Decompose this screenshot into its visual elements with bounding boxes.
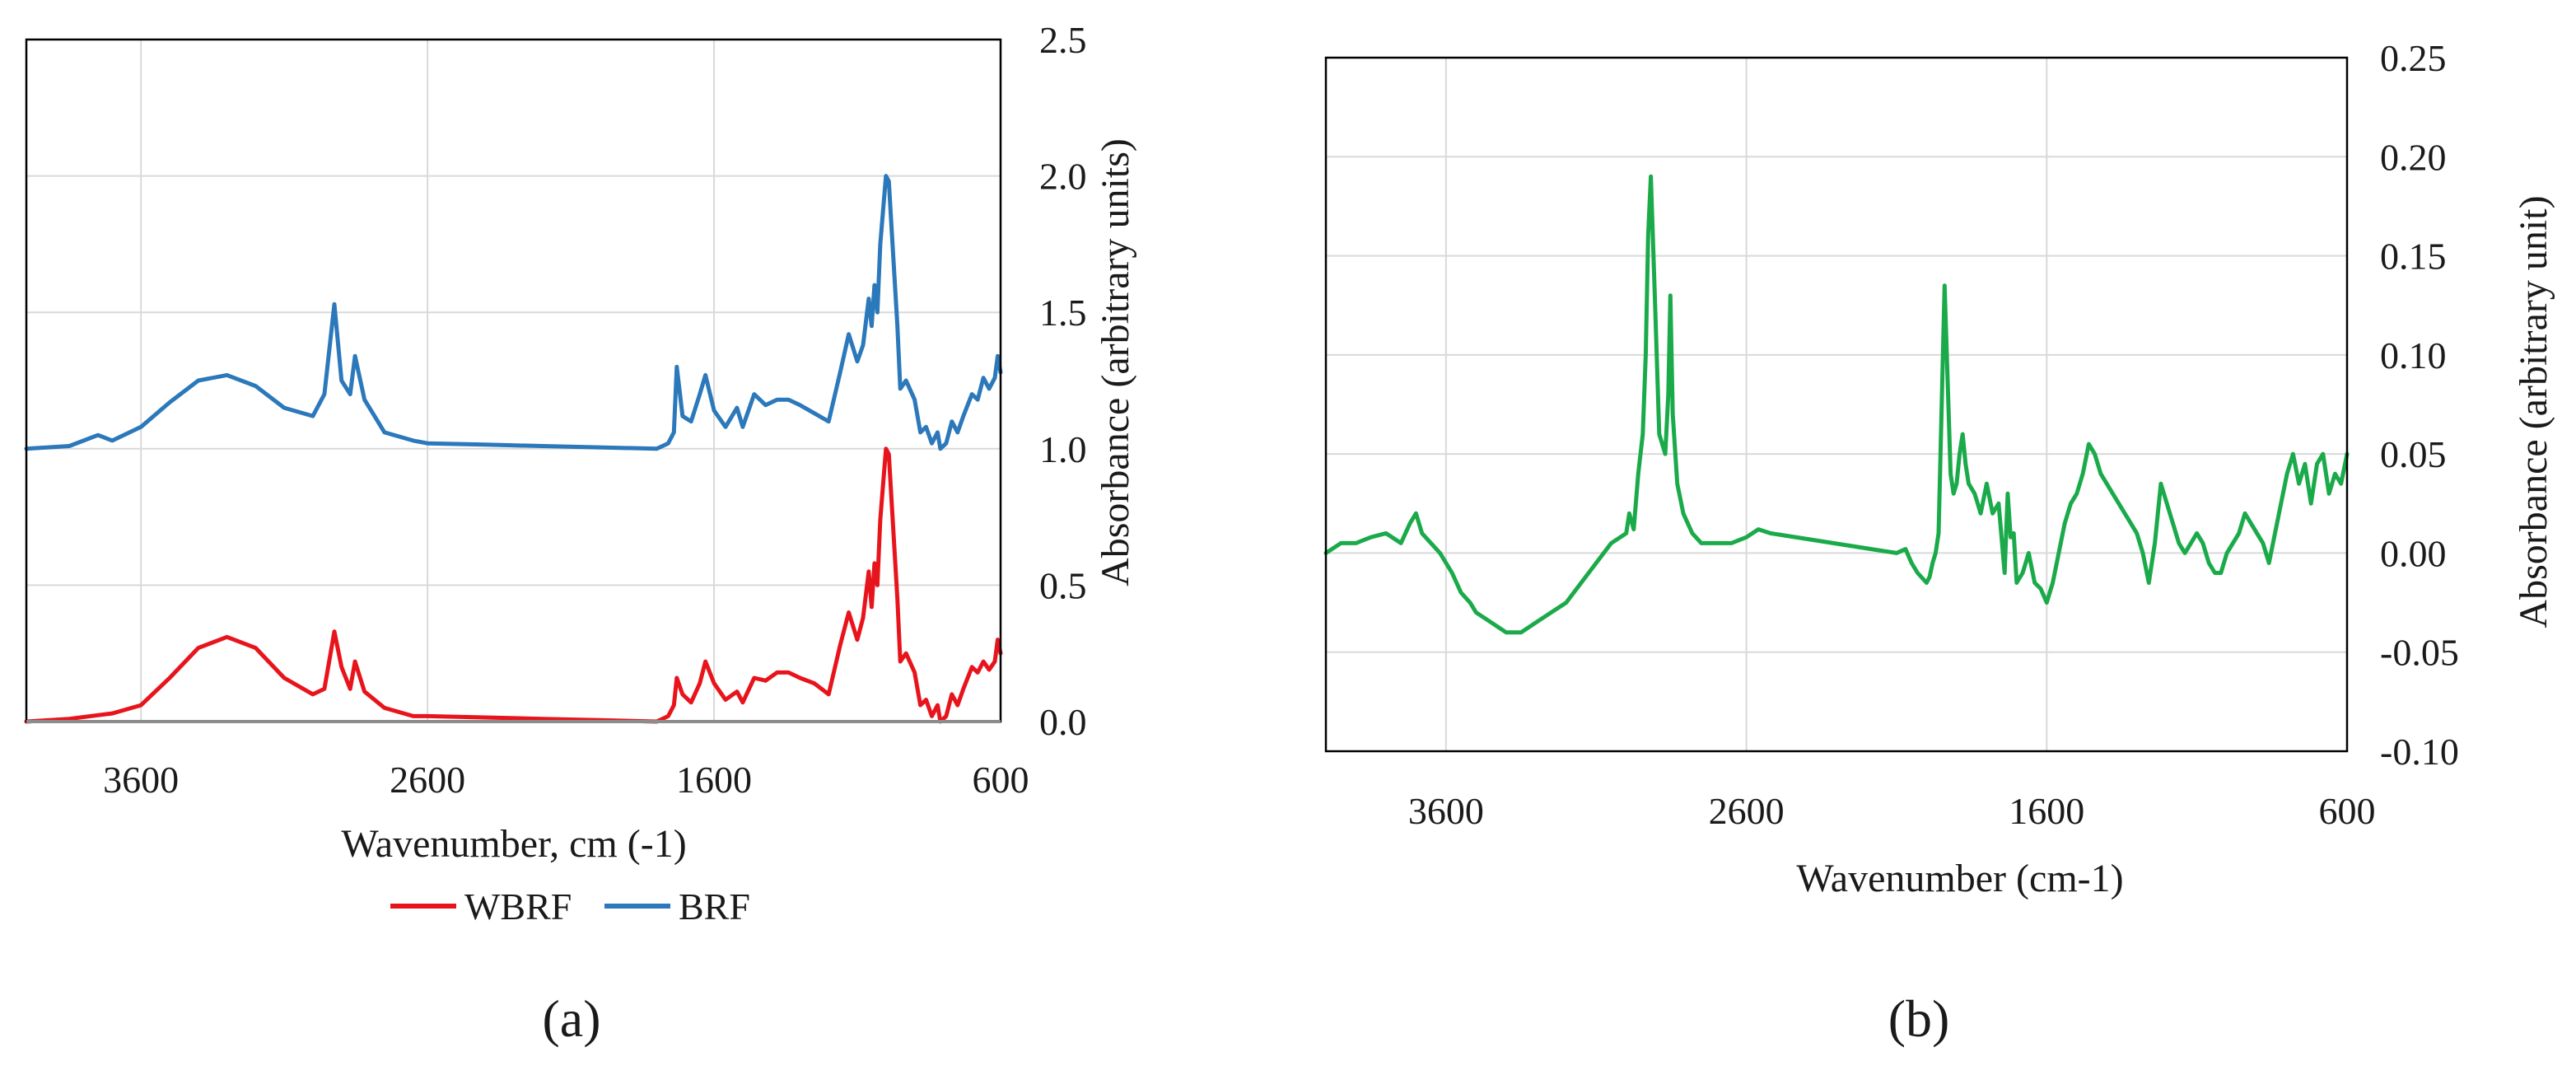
y-tick-label: -0.05 — [2380, 632, 2459, 674]
x-axis-title-a: Wavenumber, cm (-1) — [341, 822, 686, 866]
panel-label-a: (a) — [542, 989, 600, 1048]
y-axis-title-a: Absorbance (arbitrary units) — [1094, 138, 1137, 586]
y-tick-label: 2.0 — [1039, 156, 1087, 198]
series-line — [1323, 174, 2350, 635]
x-tick-label: 1600 — [676, 759, 752, 801]
y-tick-label: 0.05 — [2380, 433, 2447, 475]
y-tick-label: 0.00 — [2380, 532, 2447, 574]
x-tick-label: 3600 — [1408, 790, 1484, 832]
panel-label-b: (b) — [1888, 989, 1950, 1048]
legend-a: WBRF BRF — [390, 885, 750, 927]
legend-label-wbrf: WBRF — [464, 885, 572, 927]
y-tick-label: 0.25 — [2380, 37, 2447, 79]
y-tick-label: 1.0 — [1039, 428, 1087, 470]
series-line-wbrf — [24, 446, 1003, 724]
series-b — [1323, 174, 2350, 635]
y-tick-label: 1.5 — [1039, 292, 1087, 334]
y-tick-labels-b: -0.10 -0.05 0.00 0.05 0.10 0.15 0.20 0.25 — [2380, 37, 2459, 773]
x-tick-label: 600 — [973, 759, 1029, 801]
y-tick-label: -0.10 — [2380, 731, 2459, 773]
x-tick-labels-b: 3600 2600 1600 600 — [1408, 790, 2376, 832]
y-tick-label: 0.5 — [1039, 564, 1087, 606]
chart-b: 3600 2600 1600 600 -0.10 -0.05 0.00 0.05 0.10 0.… — [1323, 37, 2555, 1048]
chart-a: 3600 2600 1600 600 0.0 0.5 1.0 1.5 2.0 2.5 Waven… — [24, 19, 1137, 1048]
y-tick-label: 2.5 — [1039, 19, 1087, 61]
frame-b — [1324, 56, 2349, 753]
legend-label-brf: BRF — [679, 885, 750, 927]
y-tick-labels-a: 0.0 0.5 1.0 1.5 2.0 2.5 — [1039, 19, 1087, 743]
y-tick-label: 0.15 — [2380, 236, 2447, 278]
series-line-brf — [24, 174, 1003, 451]
x-tick-label: 2600 — [1709, 790, 1785, 832]
frame-a — [25, 38, 1002, 723]
plot-frame — [25, 38, 1002, 723]
x-tick-label: 1600 — [2009, 790, 2084, 832]
x-axis-title-b: Wavenumber (cm-1) — [1796, 857, 2123, 900]
y-axis-title-b: Absorbance (arbitrary unit) — [2512, 195, 2555, 628]
grid-a — [26, 39, 1001, 722]
y-tick-label: 0.20 — [2380, 136, 2447, 178]
x-tick-label: 3600 — [103, 759, 179, 801]
x-tick-labels-a: 3600 2600 1600 600 — [103, 759, 1029, 801]
series-a — [24, 174, 1003, 724]
y-tick-label: 0.10 — [2380, 334, 2447, 376]
y-tick-label: 0.0 — [1039, 701, 1087, 743]
grid-b — [1326, 57, 2348, 752]
plot-frame — [1324, 56, 2349, 753]
x-tick-label: 600 — [2319, 790, 2376, 832]
x-tick-label: 2600 — [390, 759, 465, 801]
